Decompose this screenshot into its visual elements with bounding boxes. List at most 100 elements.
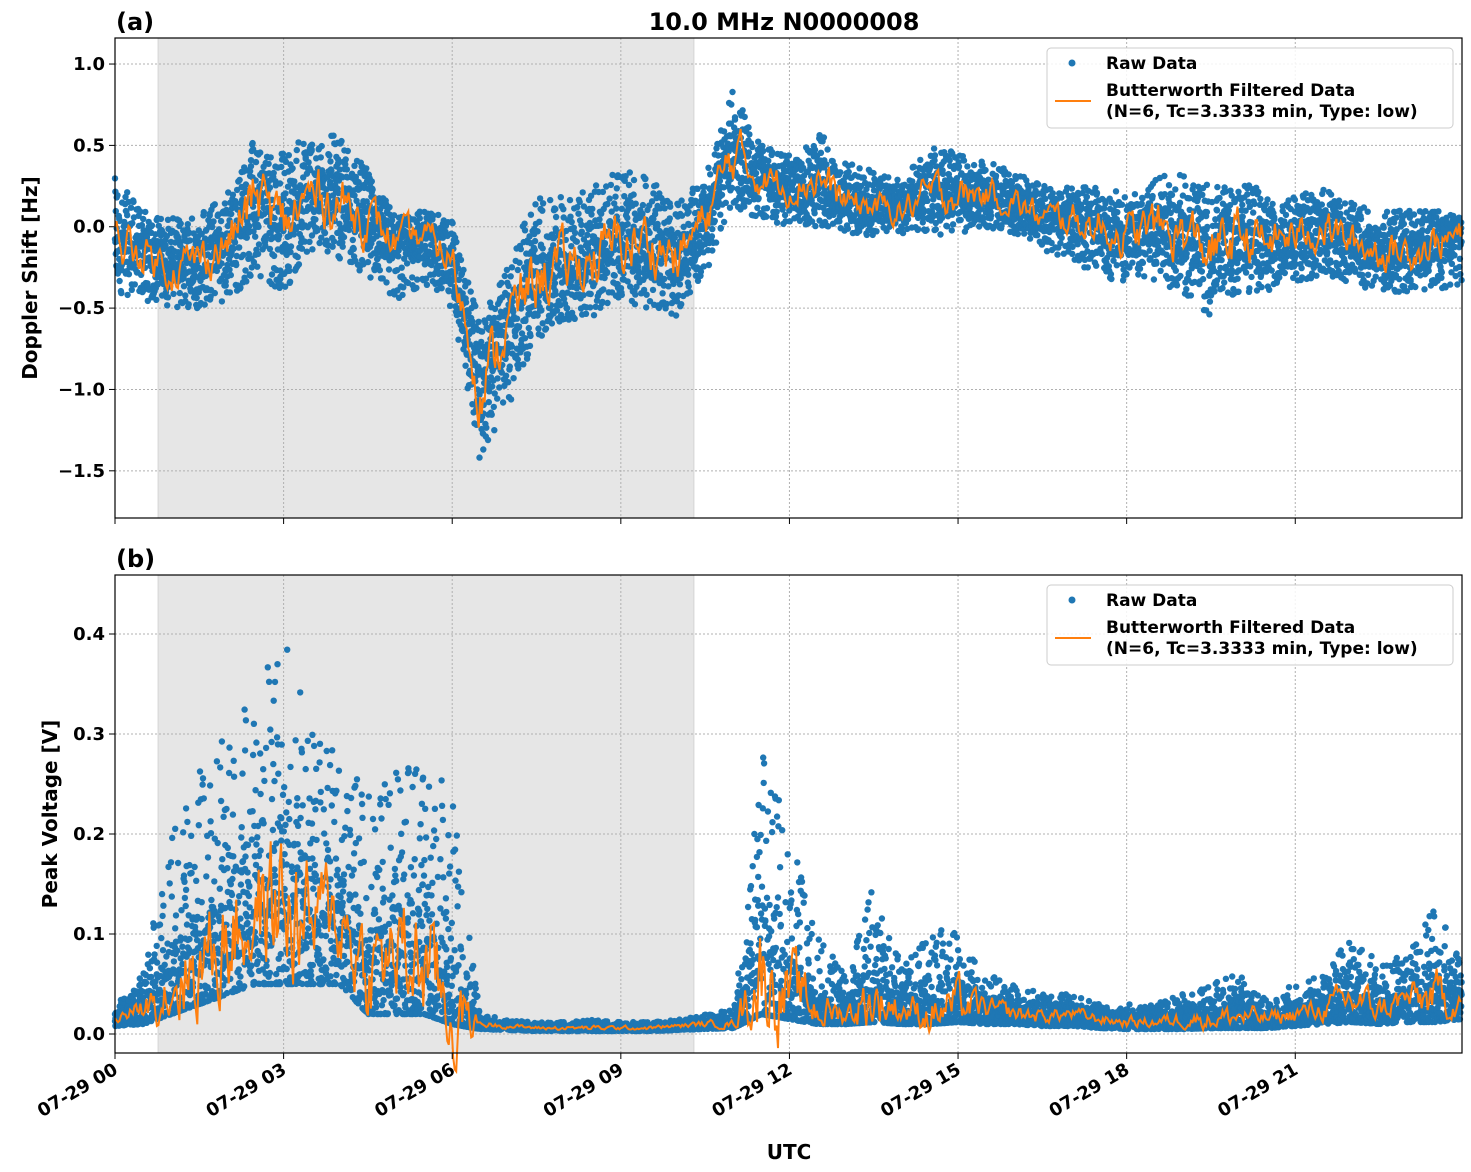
raw-data-point <box>243 234 250 241</box>
raw-data-point <box>137 208 144 215</box>
raw-data-point <box>739 107 746 114</box>
raw-data-point <box>316 239 323 247</box>
raw-data-point <box>532 201 539 208</box>
raw-data-point <box>685 271 692 278</box>
raw-data-point <box>457 256 465 264</box>
raw-data-point <box>250 228 257 235</box>
raw-data-point <box>416 215 423 222</box>
raw-data-point <box>712 239 720 246</box>
raw-data-point <box>414 276 421 283</box>
raw-data-point <box>116 277 123 285</box>
raw-data-point <box>295 139 302 146</box>
raw-data-point <box>240 251 247 259</box>
raw-data-point <box>388 217 396 224</box>
raw-data-point <box>170 290 177 298</box>
raw-data-point <box>630 191 637 198</box>
raw-data-point <box>676 281 684 288</box>
y-tick-label: 0.5 <box>73 135 105 156</box>
raw-data-point <box>221 200 229 207</box>
raw-data-point <box>290 231 298 238</box>
raw-data-point <box>306 238 313 245</box>
raw-data-point <box>611 272 618 279</box>
raw-data-point <box>400 284 407 291</box>
raw-data-point <box>567 213 574 220</box>
raw-data-point <box>507 396 515 403</box>
raw-data-point <box>276 232 283 239</box>
raw-data-point <box>502 372 510 379</box>
raw-data-point <box>271 214 278 222</box>
x-axis-label: UTC <box>767 1140 812 1164</box>
raw-data-point <box>460 266 467 274</box>
raw-data-point <box>267 154 274 161</box>
raw-data-point <box>314 227 321 234</box>
raw-data-point <box>914 226 922 233</box>
raw-data-point <box>125 271 133 278</box>
raw-data-point <box>726 204 734 211</box>
raw-data-point <box>1135 271 1142 278</box>
raw-data-point <box>1139 259 1147 266</box>
raw-data-point <box>1005 171 1012 178</box>
raw-data-point <box>522 317 529 325</box>
raw-data-point <box>582 310 590 317</box>
raw-data-point <box>484 436 492 444</box>
raw-data-point <box>625 181 633 189</box>
raw-data-point <box>285 152 292 159</box>
raw-data-point <box>990 161 997 168</box>
panel-a-label: (a) <box>116 8 154 36</box>
raw-data-point <box>678 197 685 204</box>
raw-data-point <box>128 286 135 293</box>
raw-data-point <box>845 168 852 176</box>
raw-data-point <box>488 411 495 418</box>
raw-data-point <box>811 210 818 217</box>
raw-data-point <box>174 303 181 311</box>
raw-data-point <box>856 165 863 172</box>
raw-data-point <box>870 169 877 177</box>
raw-data-point <box>938 214 946 222</box>
raw-data-point <box>369 186 376 193</box>
raw-data-point <box>571 229 579 237</box>
raw-data-point <box>233 261 240 269</box>
raw-data-point <box>409 274 416 281</box>
raw-data-point <box>948 227 955 234</box>
raw-data-point <box>820 134 828 141</box>
raw-data-point <box>312 216 319 223</box>
raw-data-point <box>236 176 243 184</box>
raw-data-point <box>639 210 646 217</box>
raw-data-point <box>329 243 336 250</box>
raw-data-point <box>538 332 545 339</box>
raw-data-point <box>1026 235 1034 242</box>
raw-data-point <box>596 216 603 223</box>
raw-data-point <box>279 150 287 157</box>
raw-data-point <box>349 236 356 244</box>
raw-data-point <box>336 220 343 227</box>
raw-data-point <box>112 207 120 215</box>
raw-data-point <box>603 269 611 277</box>
raw-data-point <box>340 233 348 241</box>
raw-data-point <box>624 220 631 228</box>
raw-data-point <box>910 163 918 170</box>
raw-data-point <box>768 148 776 156</box>
raw-data-point <box>280 195 287 202</box>
raw-data-point <box>517 245 524 253</box>
raw-data-point <box>124 212 131 219</box>
raw-data-point <box>746 131 753 138</box>
raw-data-point <box>390 212 398 219</box>
raw-data-point <box>475 318 482 325</box>
raw-data-point <box>153 296 160 303</box>
raw-data-point <box>760 147 767 155</box>
raw-data-point <box>308 232 316 239</box>
raw-data-point <box>580 291 587 299</box>
raw-data-point <box>184 221 191 228</box>
raw-data-point <box>342 161 349 168</box>
raw-data-point <box>510 375 517 382</box>
raw-data-point <box>401 255 408 262</box>
raw-data-point <box>601 240 609 247</box>
raw-data-point <box>249 146 257 153</box>
raw-data-point <box>904 216 912 223</box>
raw-data-point <box>932 226 939 233</box>
raw-data-point <box>226 289 234 296</box>
raw-data-point <box>589 205 596 213</box>
raw-data-point <box>185 301 192 308</box>
raw-data-point <box>278 163 285 171</box>
